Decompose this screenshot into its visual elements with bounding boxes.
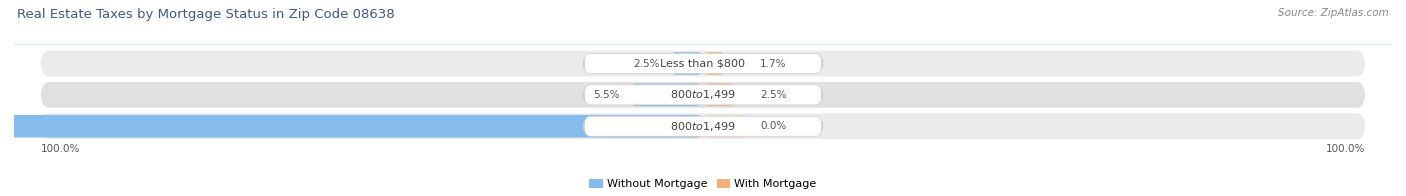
FancyBboxPatch shape — [703, 115, 749, 138]
FancyBboxPatch shape — [583, 116, 823, 136]
Text: $800 to $1,499: $800 to $1,499 — [671, 120, 735, 133]
FancyBboxPatch shape — [703, 52, 725, 75]
FancyBboxPatch shape — [703, 83, 737, 106]
FancyBboxPatch shape — [41, 113, 1365, 139]
Text: Real Estate Taxes by Mortgage Status in Zip Code 08638: Real Estate Taxes by Mortgage Status in … — [17, 8, 395, 21]
FancyBboxPatch shape — [41, 51, 1365, 76]
Text: 1.7%: 1.7% — [761, 58, 786, 69]
Legend: Without Mortgage, With Mortgage: Without Mortgage, With Mortgage — [589, 179, 817, 189]
Text: $800 to $1,499: $800 to $1,499 — [671, 88, 735, 101]
FancyBboxPatch shape — [583, 85, 823, 105]
Text: 2.5%: 2.5% — [761, 90, 786, 100]
Text: 0.0%: 0.0% — [761, 121, 786, 131]
FancyBboxPatch shape — [0, 115, 703, 138]
Text: 100.0%: 100.0% — [41, 144, 80, 154]
FancyBboxPatch shape — [669, 52, 703, 75]
Text: 5.5%: 5.5% — [593, 90, 620, 100]
FancyBboxPatch shape — [583, 54, 823, 74]
Text: 100.0%: 100.0% — [1326, 144, 1365, 154]
Text: Source: ZipAtlas.com: Source: ZipAtlas.com — [1278, 8, 1389, 18]
FancyBboxPatch shape — [41, 82, 1365, 108]
Text: 2.5%: 2.5% — [633, 58, 659, 69]
FancyBboxPatch shape — [630, 83, 703, 106]
Text: Less than $800: Less than $800 — [661, 58, 745, 69]
